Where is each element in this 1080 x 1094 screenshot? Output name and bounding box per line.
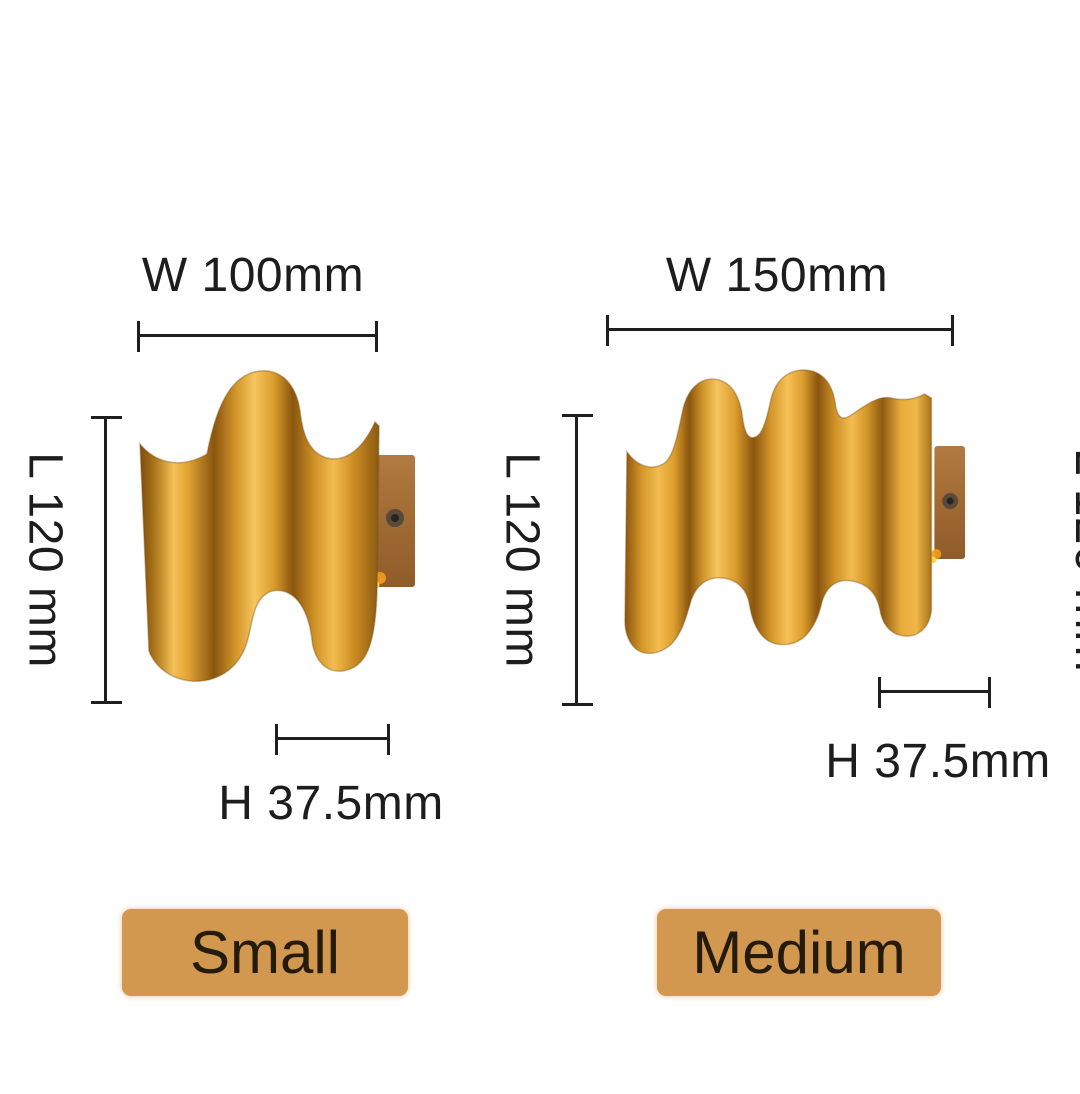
size-option-medium-button[interactable]: Medium <box>657 909 941 996</box>
medium-height-label: H 37.5mm <box>825 735 1051 788</box>
medium-height-dimension-line <box>878 677 991 708</box>
size-option-small-label: Small <box>189 919 341 986</box>
small-length-label: L 120 mm <box>18 452 72 668</box>
medium-width-label: W 150mm <box>665 249 889 302</box>
medium-lamp-image <box>624 369 966 655</box>
size-option-small-button[interactable]: Small <box>122 909 408 996</box>
lamp-glow <box>930 557 937 563</box>
lamp-glow <box>931 549 942 559</box>
small-lamp-image <box>139 370 415 682</box>
small-height-label: H 37.5mm <box>218 777 444 830</box>
corrugated-lamp-body <box>139 370 380 682</box>
small-length-dimension-line <box>91 416 122 704</box>
corrugated-lamp-body <box>624 369 933 655</box>
medium-length-dimension-line <box>562 414 593 706</box>
small-height-dimension-line <box>275 724 390 755</box>
medium-width-dimension-line <box>606 315 954 346</box>
size-option-medium-label: Medium <box>692 919 906 986</box>
small-width-label: W 100mm <box>141 249 365 302</box>
partial-length-label: L 120 mm <box>1065 448 1080 673</box>
medium-length-label: L 120 mm <box>495 452 549 668</box>
small-width-dimension-line <box>137 321 378 352</box>
wall-mount-bracket <box>375 455 415 587</box>
wall-mount-bracket <box>934 446 966 559</box>
